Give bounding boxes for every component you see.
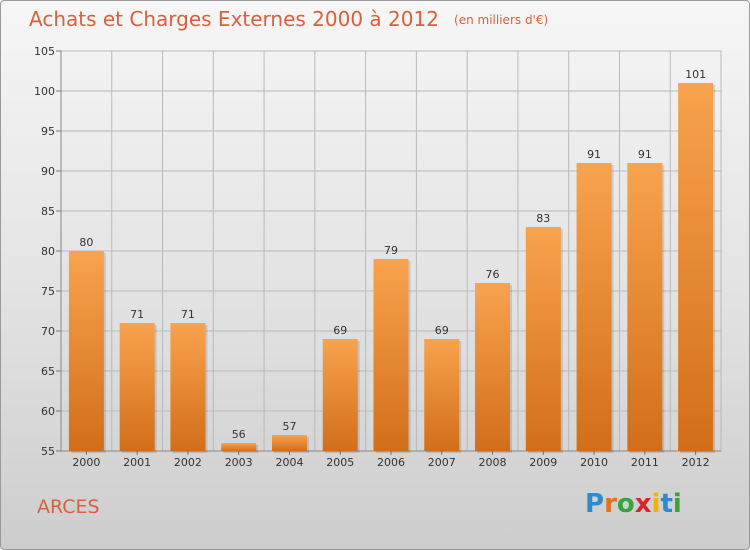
x-tick-label: 2003: [225, 456, 253, 469]
commune-name: ARCES: [37, 496, 100, 518]
bar-2007: [424, 339, 460, 451]
logo-letter: P: [585, 489, 605, 519]
y-tick-label: 55: [41, 445, 55, 458]
chart-unit: (en milliers d'€): [454, 13, 549, 27]
x-tick-label: 2002: [174, 456, 202, 469]
data-label: 91: [638, 148, 652, 161]
y-tick-label: 70: [41, 325, 55, 338]
x-tick-label: 2006: [377, 456, 405, 469]
bar-2009: [525, 227, 561, 451]
y-tick-label: 75: [41, 285, 55, 298]
x-tick-label: 2005: [326, 456, 354, 469]
y-tick-label: 60: [41, 405, 55, 418]
logo-letter: i: [672, 489, 682, 519]
y-tick-label: 95: [41, 125, 55, 138]
logo-letter: i: [651, 489, 661, 519]
y-tick-label: 100: [34, 85, 55, 98]
data-label: 56: [232, 428, 246, 441]
y-tick-label: 105: [34, 45, 55, 58]
x-tick-label: 2000: [72, 456, 100, 469]
bar-2002: [170, 323, 206, 451]
bars: [68, 83, 716, 453]
bar-2011: [627, 163, 663, 451]
data-label: 80: [79, 236, 93, 249]
y-tick-label: 90: [41, 165, 55, 178]
bar-2000: [68, 251, 104, 451]
data-label: 69: [333, 324, 347, 337]
logo-letter: o: [616, 489, 635, 519]
labels: 80 2000 71 2001 71 2002 56 2003 57 2004 69 2005 79 20…: [72, 68, 709, 469]
x-tick-label: 2011: [631, 456, 659, 469]
x-tick-label: 2007: [428, 456, 456, 469]
bar-2006: [373, 259, 409, 451]
y-tick-label: 65: [41, 365, 55, 378]
data-label: 69: [435, 324, 449, 337]
bar-2001: [119, 323, 155, 451]
data-label: 79: [384, 244, 398, 257]
x-tick-label: 2009: [529, 456, 557, 469]
bar-2004: [271, 435, 307, 451]
x-tick-label: 2010: [580, 456, 608, 469]
bar-2012: [678, 83, 714, 451]
x-tick-label: 2004: [275, 456, 303, 469]
proxiti-logo[interactable]: Proxiti: [585, 489, 682, 519]
logo-letter: x: [634, 489, 652, 519]
data-label: 71: [181, 308, 195, 321]
chart-title: Achats et Charges Externes 2000 à 2012: [29, 7, 439, 31]
y-tick-label: 80: [41, 245, 55, 258]
data-label: 101: [685, 68, 706, 81]
data-label: 57: [282, 420, 296, 433]
bar-2010: [576, 163, 612, 451]
logo-letter: r: [604, 489, 617, 519]
y-tick-label: 85: [41, 205, 55, 218]
bar-2008: [475, 283, 511, 451]
x-tick-label: 2008: [479, 456, 507, 469]
logo-letter: t: [660, 489, 673, 519]
x-tick-label: 2012: [682, 456, 710, 469]
title-row: Achats et Charges Externes 2000 à 2012 (…: [29, 7, 548, 31]
bar-2003: [221, 443, 257, 451]
data-label: 71: [130, 308, 144, 321]
bar-2005: [322, 339, 358, 451]
data-label: 91: [587, 148, 601, 161]
data-label: 76: [486, 268, 500, 281]
data-label: 83: [536, 212, 550, 225]
x-tick-label: 2001: [123, 456, 151, 469]
